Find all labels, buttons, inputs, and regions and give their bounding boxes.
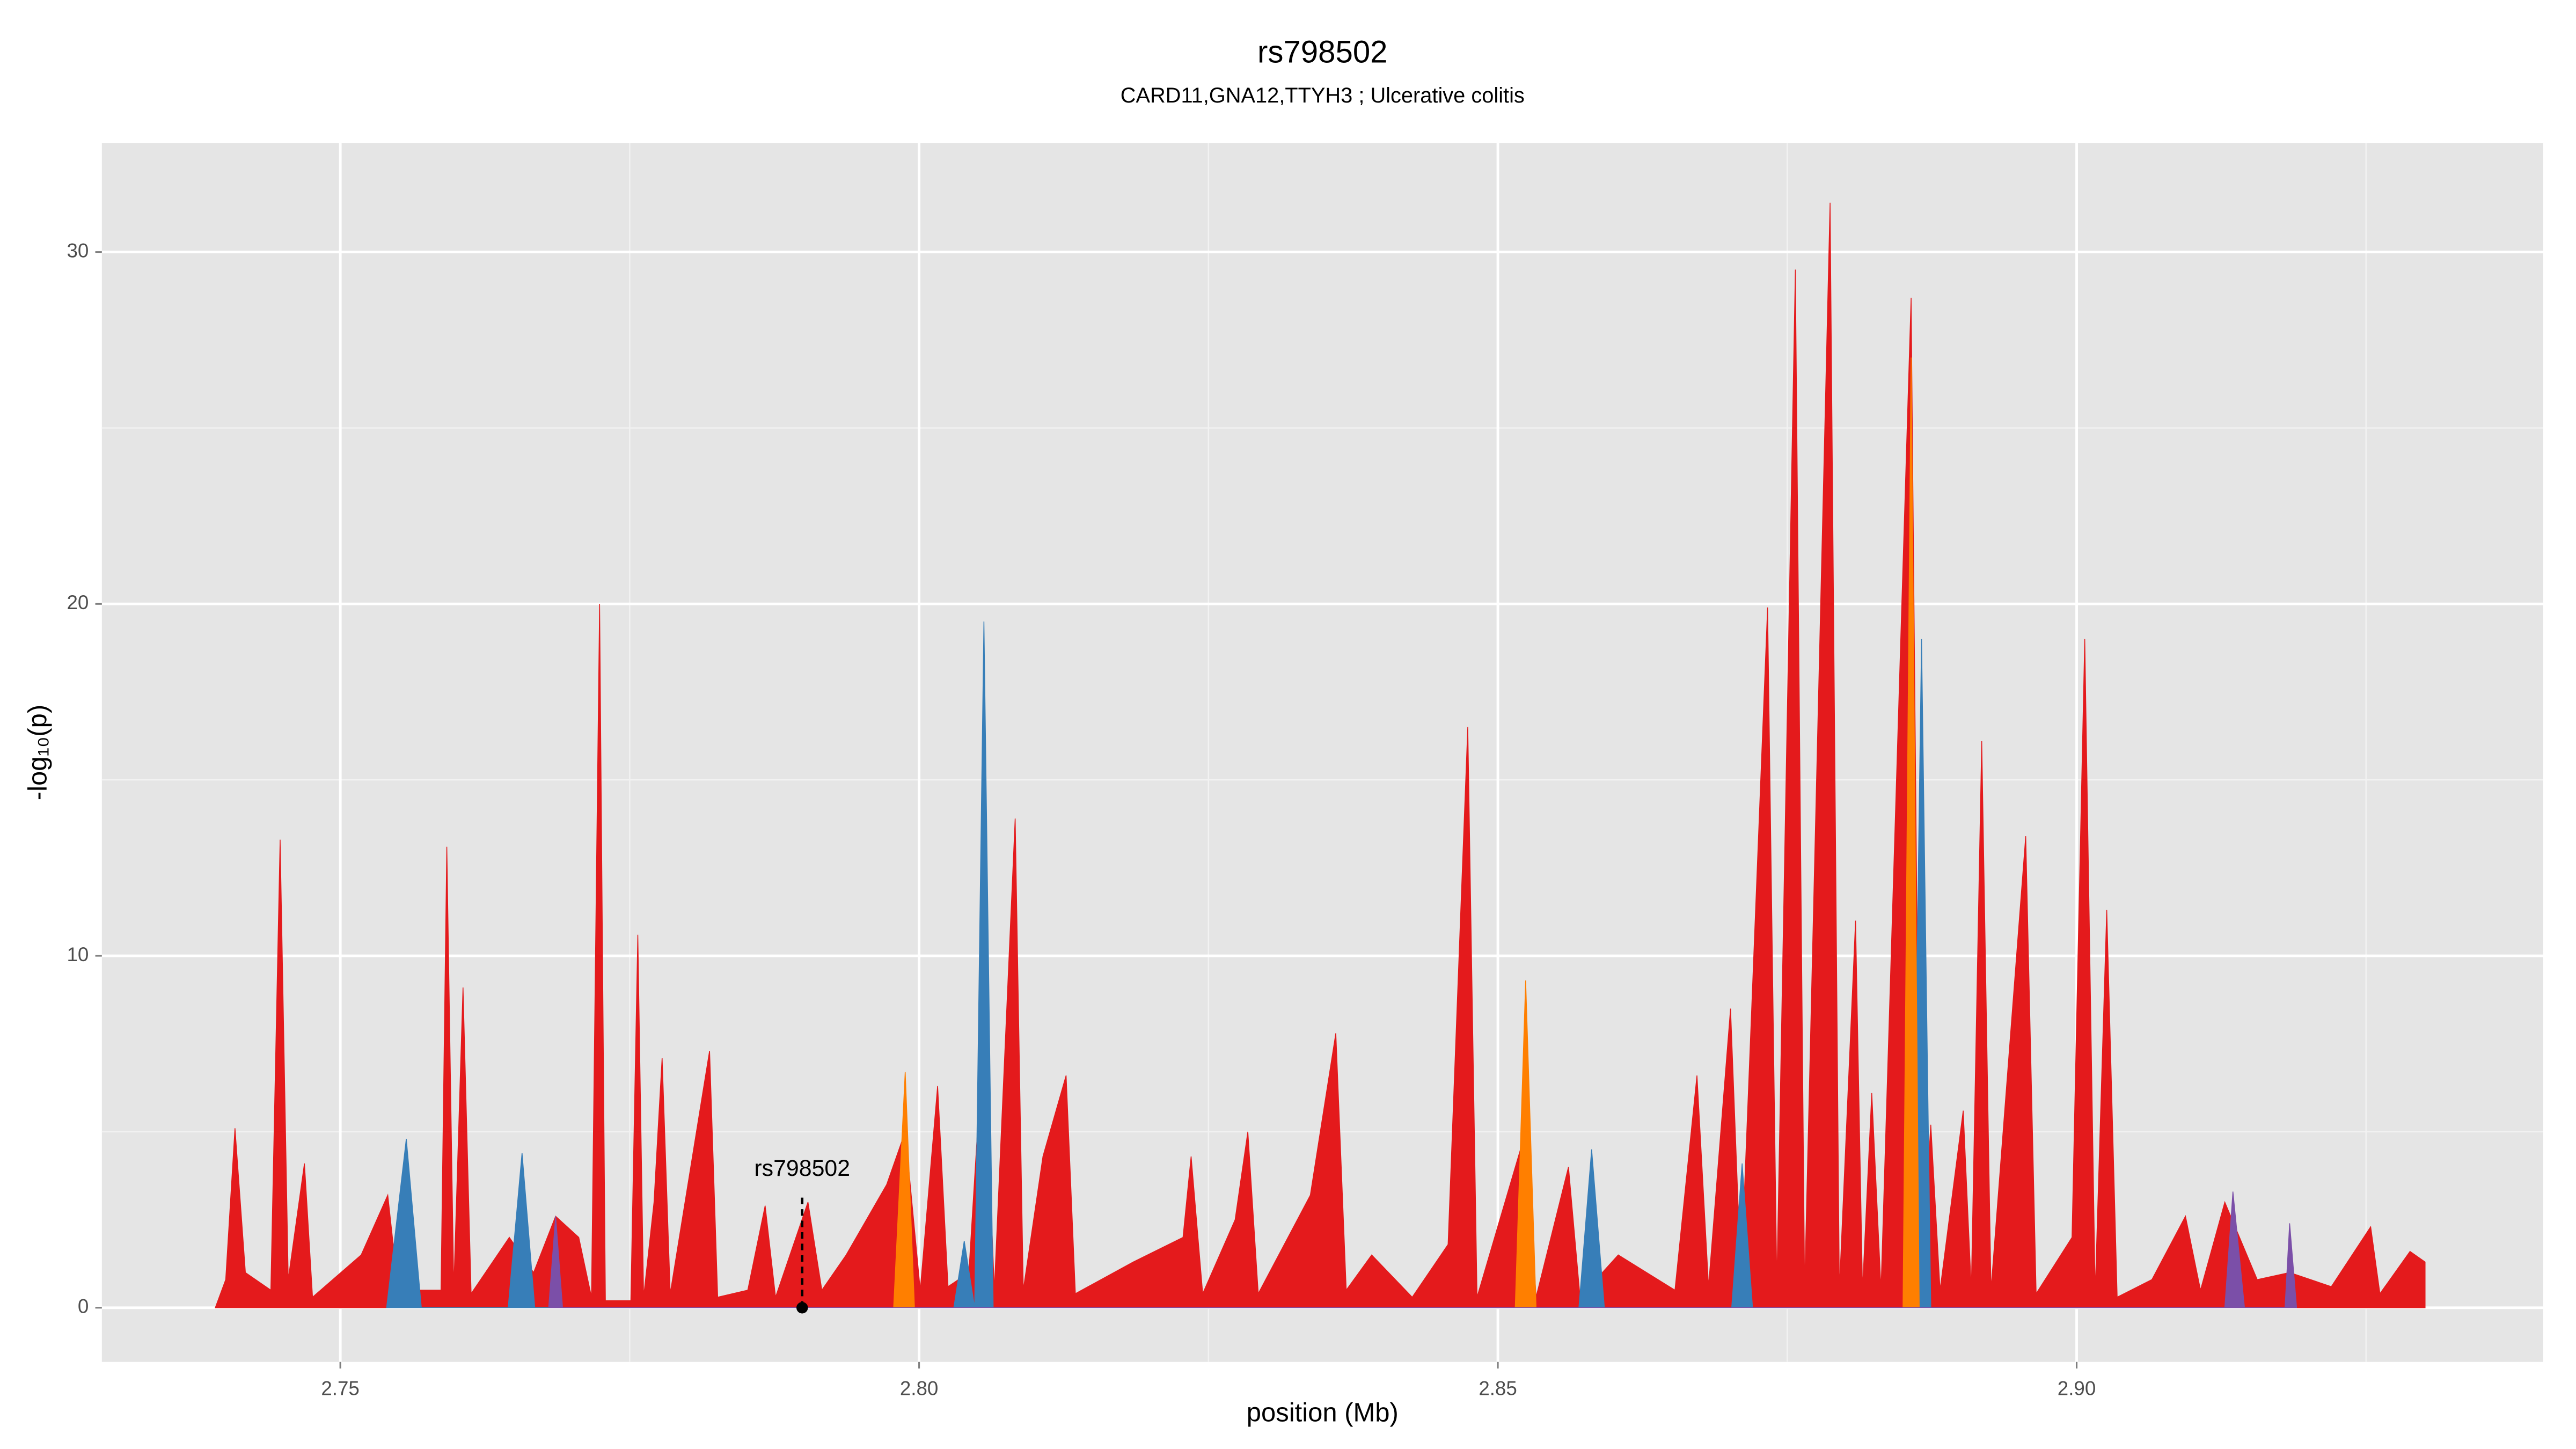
chart-subtitle: CARD11,GNA12,TTYH3 ; Ulcerative colitis <box>1121 84 1525 107</box>
annotation-point <box>796 1302 808 1314</box>
chart-title: rs798502 <box>1257 34 1388 69</box>
y-axis-label: -log₁₀(p) <box>23 705 52 800</box>
x-tick-label: 2.85 <box>1479 1377 1517 1399</box>
annotation-label: rs798502 <box>754 1155 850 1181</box>
x-tick-label: 2.90 <box>2058 1377 2096 1399</box>
area <box>893 357 1920 1308</box>
y-tick-label: 0 <box>78 1295 89 1317</box>
x-axis-label: position (Mb) <box>1247 1399 1399 1428</box>
area <box>548 1191 2297 1308</box>
x-tick-label: 2.75 <box>321 1377 359 1399</box>
y-tick-label: 30 <box>67 239 89 261</box>
x-tick-label: 2.80 <box>900 1377 938 1399</box>
y-tick-label: 20 <box>67 591 89 613</box>
area <box>215 202 2426 1308</box>
labels: rs798502 CARD11,GNA12,TTYH3 ; Ulcerative… <box>23 34 2096 1427</box>
marks: rs798502 <box>215 202 2426 1314</box>
y-tick-label: 10 <box>67 943 89 965</box>
